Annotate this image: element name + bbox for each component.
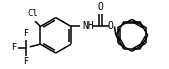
Text: F: F xyxy=(23,29,28,38)
Text: F: F xyxy=(11,43,17,52)
Text: O: O xyxy=(97,2,103,12)
Text: F: F xyxy=(23,57,28,66)
Text: O: O xyxy=(108,21,114,31)
Text: Cl: Cl xyxy=(27,9,38,18)
Text: NH: NH xyxy=(83,21,94,31)
